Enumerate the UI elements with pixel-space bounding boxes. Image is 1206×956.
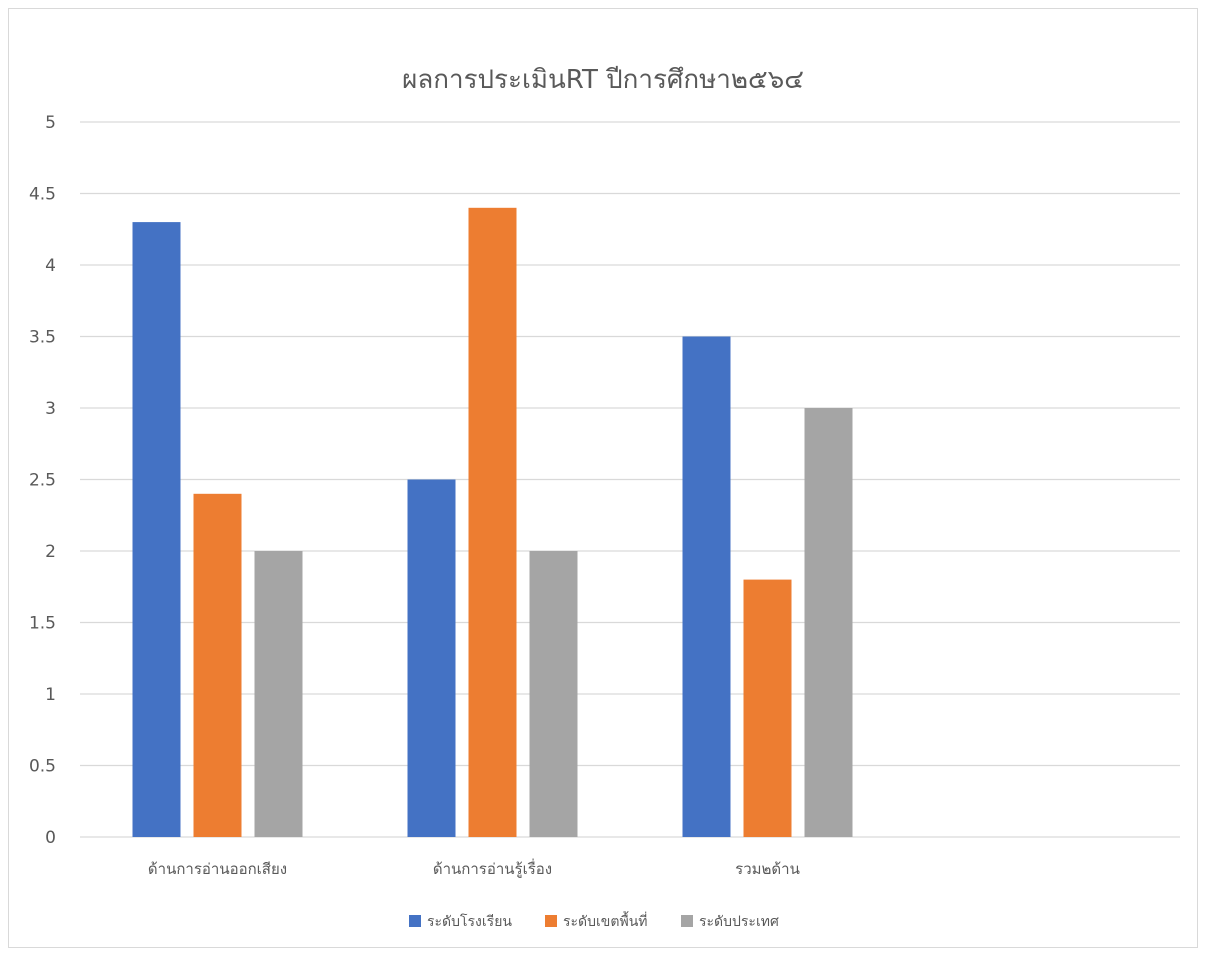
legend: ระดับโรงเรียน ระดับเขตพื้นที่ ระดับประเทศ bbox=[409, 911, 779, 930]
bar bbox=[529, 551, 578, 837]
bar bbox=[193, 493, 242, 837]
x-axis-ticks: ด้านการอ่านออกเสียง ด้านการอ่านรู้เรื่อง ร… bbox=[148, 858, 800, 878]
y-tick-label: 4 bbox=[45, 256, 56, 276]
legend-label: ระดับประเทศ bbox=[699, 914, 779, 930]
y-tick-label: 0 bbox=[45, 828, 56, 848]
y-tick-label: 4.5 bbox=[29, 185, 56, 205]
legend-swatch bbox=[681, 915, 693, 927]
legend-label: ระดับเขตพื้นที่ bbox=[563, 911, 648, 930]
legend-label: ระดับโรงเรียน bbox=[427, 913, 512, 930]
chart-title: ผลการประเมินRT ปีการศึกษา๒๕๖๔ bbox=[402, 65, 804, 95]
y-tick-label: 3 bbox=[45, 399, 56, 419]
legend-swatch bbox=[545, 915, 557, 927]
bar bbox=[468, 207, 517, 838]
x-tick-label: ด้านการอ่านรู้เรื่อง bbox=[433, 858, 552, 878]
legend-swatch bbox=[409, 915, 421, 927]
bar bbox=[804, 408, 853, 837]
y-tick-label: 3.5 bbox=[29, 328, 56, 348]
bar bbox=[682, 336, 731, 837]
y-tick-label: 1.5 bbox=[29, 614, 56, 634]
bar bbox=[132, 222, 181, 838]
bars bbox=[132, 207, 853, 838]
y-tick-label: 2.5 bbox=[29, 471, 56, 491]
y-tick-label: 0.5 bbox=[29, 757, 56, 777]
bar bbox=[254, 551, 303, 837]
bar bbox=[407, 479, 456, 837]
y-axis-ticks: 0 0.5 1 1.5 2 2.5 3 3.5 4 4.5 5 bbox=[29, 113, 56, 848]
bar bbox=[743, 579, 792, 837]
y-tick-label: 1 bbox=[45, 685, 56, 705]
y-tick-label: 2 bbox=[45, 542, 56, 562]
gridlines bbox=[80, 121, 1180, 838]
x-tick-label: รวม๒ด้าน bbox=[735, 860, 800, 878]
x-tick-label: ด้านการอ่านออกเสียง bbox=[148, 860, 287, 878]
y-tick-label: 5 bbox=[45, 113, 56, 133]
